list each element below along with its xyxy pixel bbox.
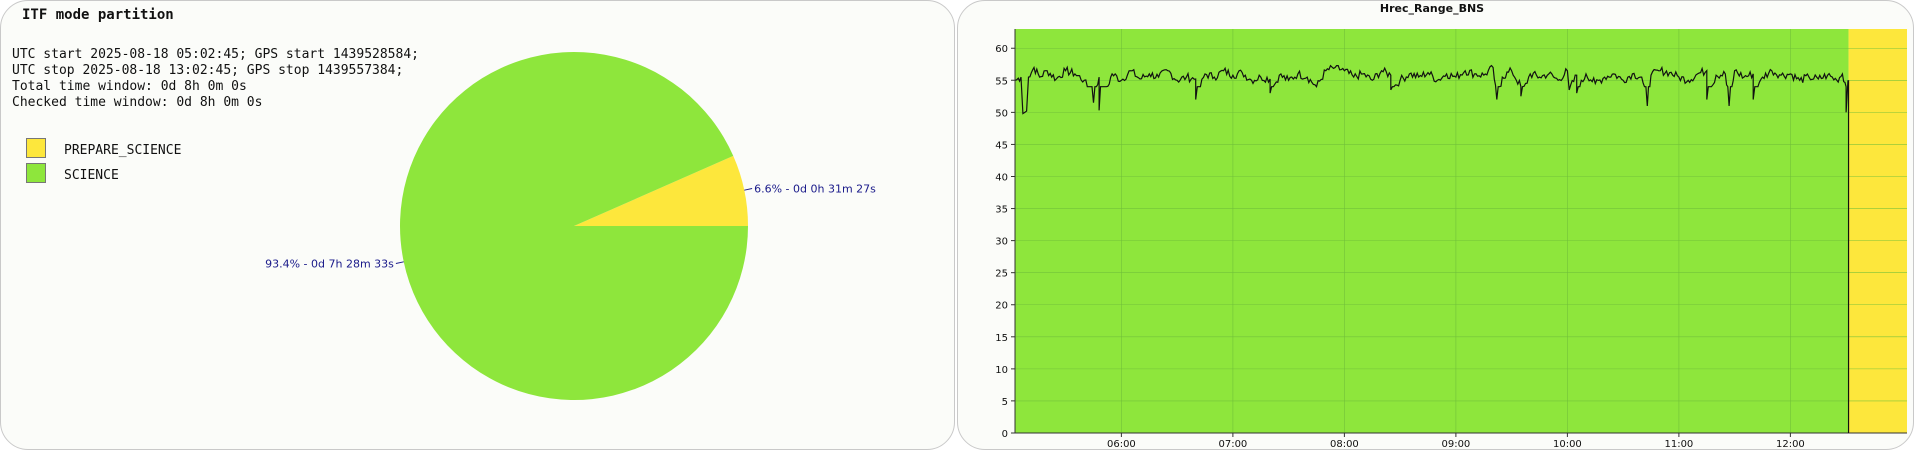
utc-start-line: UTC start 2025-08-18 05:02:45; GPS start… — [12, 47, 419, 62]
mode-partition-panel: ITF mode partition UTC start 2025-08-18 … — [0, 0, 955, 450]
y-tick-label: 15 — [995, 333, 1008, 344]
checked-time-window-line: Checked time window: 0d 8h 0m 0s — [12, 95, 263, 110]
x-tick-label: 10:00 — [1553, 439, 1582, 450]
pie-label-science: 93.4% - 0d 7h 28m 33s — [265, 257, 394, 270]
pie-label-prepare-science: 6.6% - 0d 0h 31m 27s — [754, 183, 876, 196]
y-tick-label: 20 — [995, 301, 1008, 312]
hrec-range-panel: Hrec_Range_BNS 0 5 10 15 20 25 30 35 40 45 50 55 60 0… — [957, 0, 1914, 450]
y-tick-label: 0 — [1002, 429, 1008, 440]
band-science — [1015, 29, 1849, 433]
pie-leader-science — [395, 261, 404, 264]
y-tick-label: 25 — [995, 269, 1008, 280]
y-tick-label: 50 — [995, 108, 1008, 119]
band-prepare-science — [1848, 29, 1907, 433]
legend-label-prepare-science: PREPARE_SCIENCE — [64, 143, 182, 158]
series-line — [1015, 64, 1849, 115]
y-tick-label: 60 — [995, 44, 1008, 55]
legend-swatch-science — [26, 163, 46, 183]
y-tick-label: 35 — [995, 205, 1008, 216]
x-tick-label: 07:00 — [1218, 439, 1247, 450]
line-chart: Hrec_Range_BNS 0 5 10 15 20 25 30 35 40 45 50 55 60 0… — [995, 2, 1907, 450]
x-tick-label: 06:00 — [1107, 439, 1136, 450]
utc-stop-line: UTC stop 2025-08-18 13:02:45; GPS stop 1… — [12, 63, 404, 78]
legend-label-science: SCIENCE — [64, 168, 119, 183]
line-chart-title: Hrec_Range_BNS — [1380, 2, 1484, 15]
pie-slice-science — [399, 52, 748, 401]
y-tick-label: 55 — [995, 76, 1008, 87]
pie-chart-title: ITF mode partition — [22, 7, 174, 23]
y-tick-label: 5 — [1002, 397, 1008, 408]
x-tick-label: 11:00 — [1664, 439, 1693, 450]
y-tick-label: 10 — [995, 365, 1008, 376]
x-tick-label: 09:00 — [1441, 439, 1470, 450]
y-tick-label: 40 — [995, 172, 1008, 183]
x-tick-label: 08:00 — [1330, 439, 1359, 450]
y-tick-label: 30 — [995, 237, 1008, 248]
total-time-window-line: Total time window: 0d 8h 0m 0s — [12, 79, 247, 94]
y-tick-label: 45 — [995, 140, 1008, 151]
pie-leader-prepare-science — [744, 188, 753, 191]
x-tick-label: 12:00 — [1776, 439, 1805, 450]
pie-slice-prepare-science — [574, 155, 748, 226]
legend-swatch-prepare-science — [26, 138, 46, 158]
pie-chart: 6.6% - 0d 0h 31m 27s 93.4% - 0d 7h 28m 33… — [265, 52, 876, 401]
